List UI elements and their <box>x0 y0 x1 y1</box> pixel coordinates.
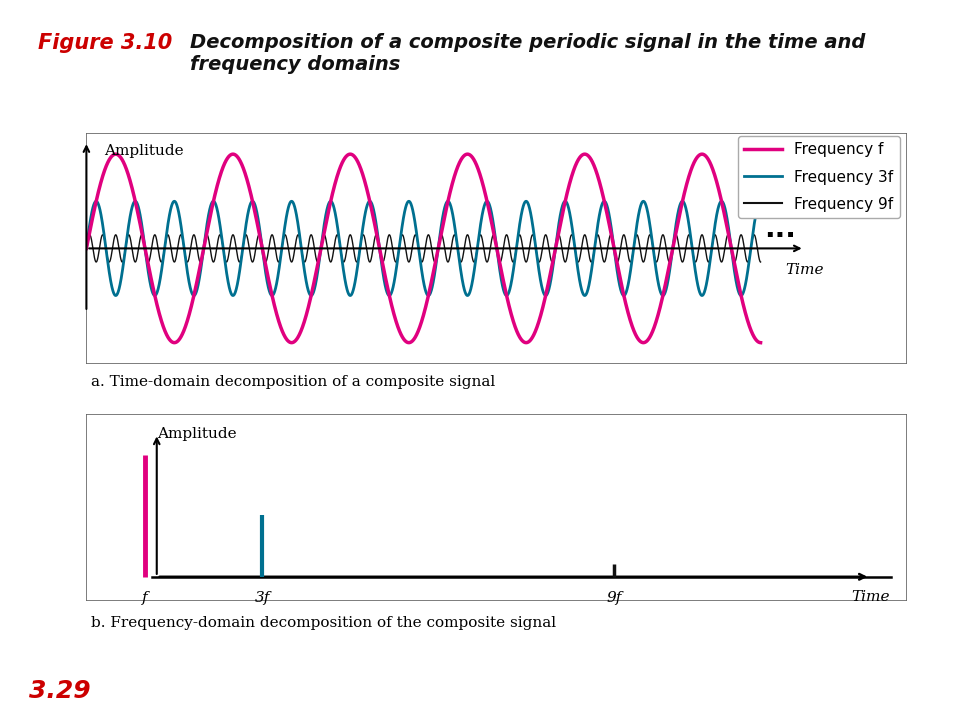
Text: a. Time-domain decomposition of a composite signal: a. Time-domain decomposition of a compos… <box>90 375 494 390</box>
Legend: Frequency f, Frequency 3f, Frequency 9f: Frequency f, Frequency 3f, Frequency 9f <box>738 136 900 218</box>
Text: Figure 3.10: Figure 3.10 <box>37 33 172 53</box>
Text: ...: ... <box>764 215 796 243</box>
Text: Decomposition of a composite periodic signal in the time and
frequency domains: Decomposition of a composite periodic si… <box>190 33 865 74</box>
Text: Amplitude: Amplitude <box>156 427 236 441</box>
Text: Time: Time <box>851 590 890 604</box>
Text: b. Frequency-domain decomposition of the composite signal: b. Frequency-domain decomposition of the… <box>90 616 556 630</box>
Text: 9f: 9f <box>607 591 622 606</box>
Bar <box>86 133 907 364</box>
Text: Amplitude: Amplitude <box>104 143 183 158</box>
Text: Time: Time <box>785 263 824 277</box>
Text: f: f <box>142 591 148 606</box>
Text: 3.29: 3.29 <box>29 679 90 703</box>
Text: 3f: 3f <box>254 591 270 606</box>
Bar <box>86 414 907 601</box>
